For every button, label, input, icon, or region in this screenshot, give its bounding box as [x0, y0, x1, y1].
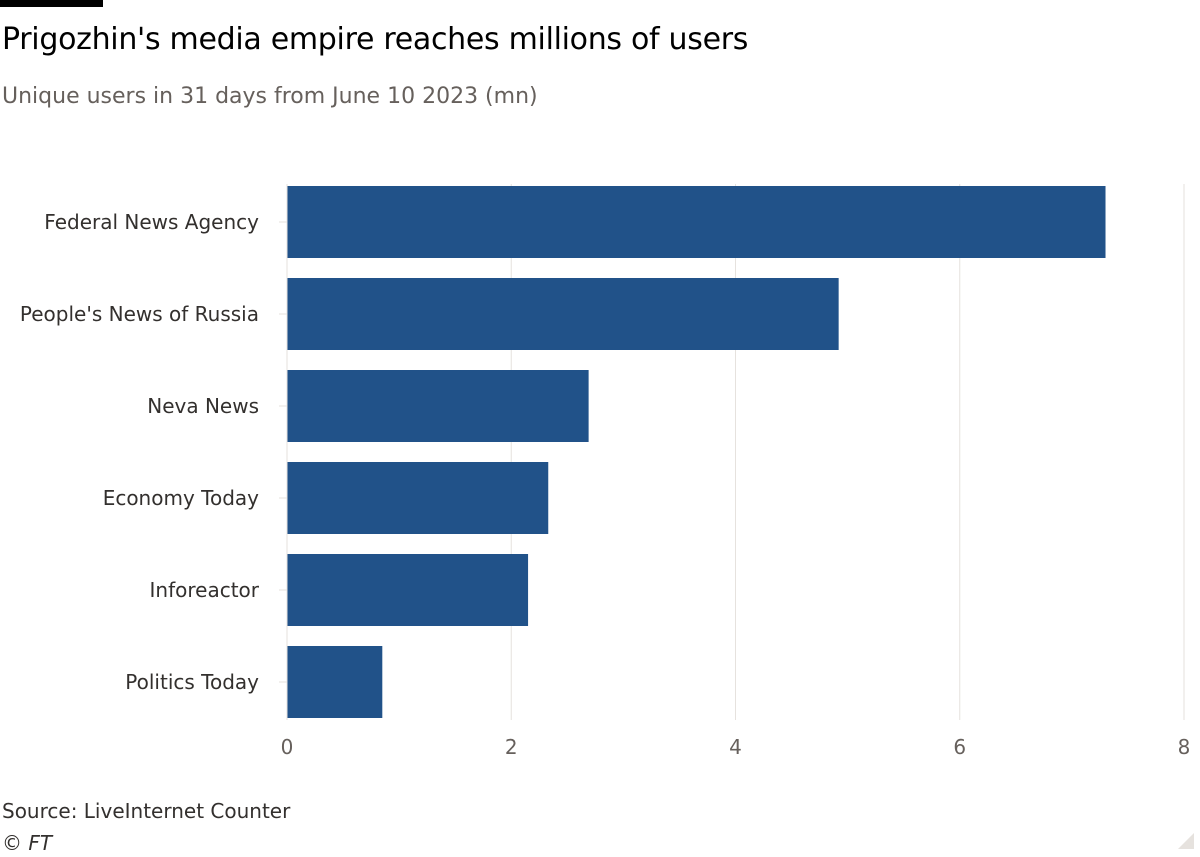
category-label: Economy Today	[103, 486, 259, 510]
x-tick-label: 4	[729, 735, 742, 759]
bar-chart: 0 2 4 6 8 Federal News Agency People's News of…	[20, 184, 1191, 759]
bar	[287, 462, 549, 534]
bar	[287, 186, 1106, 258]
x-tick-label: 6	[953, 735, 966, 759]
x-tick-label: 8	[1178, 735, 1191, 759]
bar	[287, 278, 839, 350]
bar	[287, 370, 589, 442]
bar	[287, 554, 529, 626]
x-tick-label: 2	[505, 735, 518, 759]
category-label: Politics Today	[125, 670, 259, 694]
category-label: Neva News	[147, 394, 259, 418]
chart-title: Prigozhin's media empire reaches million…	[2, 22, 749, 57]
category-label: Federal News Agency	[44, 210, 259, 234]
corner-triangle-icon	[1178, 833, 1194, 849]
header-rule	[0, 0, 103, 7]
x-tick-label: 0	[281, 735, 294, 759]
chart-subtitle: Unique users in 31 days from June 10 202…	[2, 84, 538, 109]
source-note: Source: LiveInternet Counter	[2, 799, 291, 823]
copyright-note: © FT	[2, 831, 53, 855]
category-label: People's News of Russia	[20, 302, 259, 326]
category-label: Inforeactor	[150, 578, 260, 602]
bar	[287, 646, 383, 718]
